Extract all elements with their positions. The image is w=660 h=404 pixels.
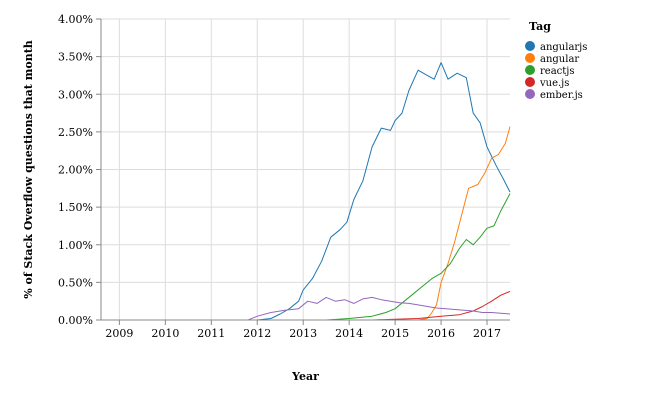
- series-lines: [101, 62, 511, 321]
- legend-swatch: [525, 89, 535, 99]
- legend-label: angular: [540, 54, 579, 65]
- y-tick-label: 0.00%: [58, 314, 93, 327]
- x-tick-label: 2017: [473, 327, 501, 340]
- y-tick-label: 2.00%: [58, 164, 93, 177]
- legend-item: ember.js: [525, 89, 583, 101]
- legend-title: Tag: [529, 20, 551, 33]
- legend-item: reactjs: [525, 65, 575, 77]
- legend-item: angularjs: [525, 41, 587, 53]
- legend-label: ember.js: [540, 90, 583, 101]
- y-tick-label: 0.50%: [58, 276, 93, 289]
- x-tick-label: 2009: [105, 327, 133, 340]
- series-line-angularjs: [101, 62, 511, 321]
- x-tick-label: 2011: [197, 327, 225, 340]
- legend-item: vue.js: [525, 77, 569, 89]
- legend-swatch: [525, 65, 535, 75]
- series-line-ember-js: [101, 296, 511, 321]
- series-line-vue-js: [101, 290, 511, 321]
- x-tick-label: 2013: [289, 327, 317, 340]
- grid-lines: [101, 18, 510, 321]
- x-tick-label: 2010: [151, 327, 179, 340]
- x-tick-label: 2014: [335, 327, 363, 340]
- series-line-angular: [101, 126, 511, 321]
- y-tick-label: 4.00%: [58, 13, 93, 26]
- legend-label: angularjs: [540, 42, 587, 53]
- y-tick-label: 1.50%: [58, 201, 93, 214]
- legend-label: reactjs: [540, 66, 575, 77]
- legend-label: vue.js: [539, 78, 569, 89]
- legend-item: angular: [525, 53, 579, 65]
- legend: Tag angularjsangularreactjsvue.jsember.j…: [525, 20, 587, 101]
- legend-swatch: [525, 41, 535, 51]
- y-axis-title: % of Stack Overflow questions that month: [22, 40, 35, 299]
- y-tick-label: 3.50%: [58, 51, 93, 64]
- series-line-reactjs: [101, 193, 511, 321]
- x-tick-label: 2015: [381, 327, 409, 340]
- x-tick-label: 2016: [427, 327, 455, 340]
- legend-swatch: [525, 77, 535, 87]
- x-axis-title: Year: [291, 370, 319, 383]
- axes: 0.00% 0.50% 1.00% 1.50% 2.00% 2.50% 3.00% 3.50%…: [58, 13, 510, 340]
- x-tick-label: 2012: [243, 327, 271, 340]
- y-tick-label: 3.00%: [58, 88, 93, 101]
- y-tick-label: 1.00%: [58, 239, 93, 252]
- y-tick-label: 2.50%: [58, 126, 93, 139]
- legend-swatch: [525, 53, 535, 63]
